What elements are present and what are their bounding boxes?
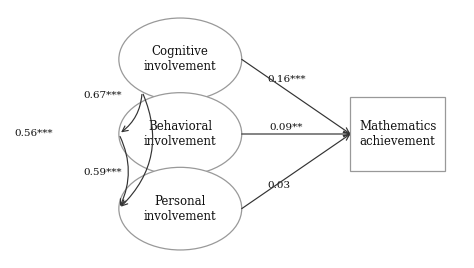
FancyBboxPatch shape xyxy=(350,97,445,171)
Text: 0.09**: 0.09** xyxy=(269,123,302,132)
Text: 0.03: 0.03 xyxy=(268,181,291,191)
Text: Personal
involvement: Personal involvement xyxy=(144,195,217,223)
Ellipse shape xyxy=(119,167,242,250)
Text: 0.16***: 0.16*** xyxy=(268,75,306,84)
Text: 0.56***: 0.56*** xyxy=(14,129,53,139)
Text: Mathematics
achievement: Mathematics achievement xyxy=(359,120,437,148)
Text: 0.59***: 0.59*** xyxy=(83,168,122,177)
Ellipse shape xyxy=(119,18,242,101)
Text: 0.67***: 0.67*** xyxy=(83,91,122,100)
Text: Cognitive
involvement: Cognitive involvement xyxy=(144,45,217,73)
Text: Behavioral
involvement: Behavioral involvement xyxy=(144,120,217,148)
Ellipse shape xyxy=(119,93,242,175)
